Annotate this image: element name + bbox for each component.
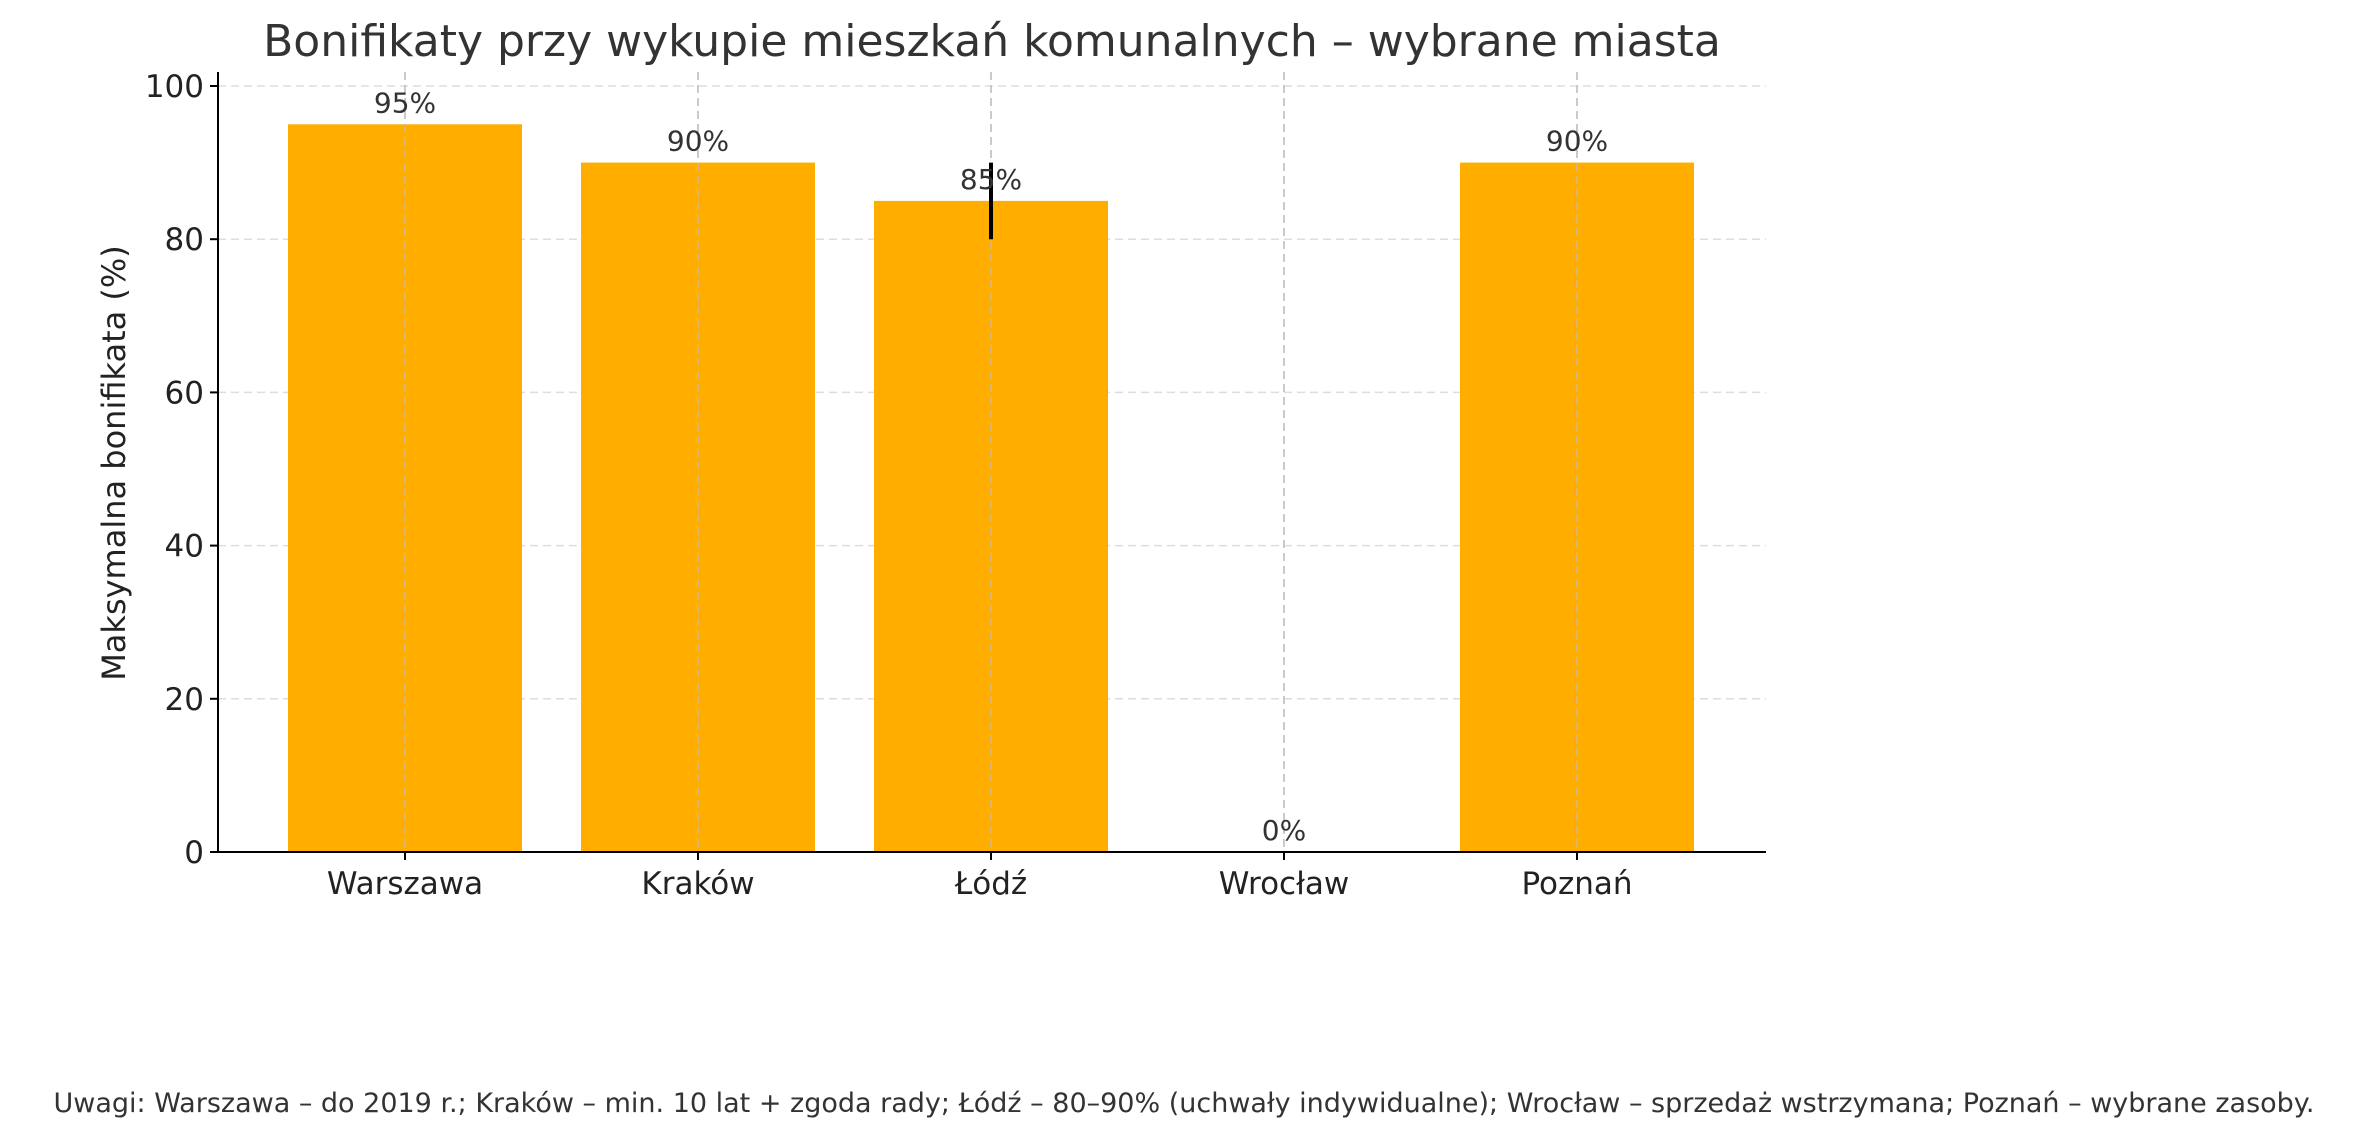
data-label: 0% <box>1262 814 1306 847</box>
y-tick-label: 80 <box>165 222 204 258</box>
x-tick-label: Łódź <box>954 866 1027 902</box>
y-tick-label: 0 <box>184 835 204 871</box>
footnote: Uwagi: Warszawa – do 2019 r.; Kraków – m… <box>54 1088 2315 1119</box>
data-label: 85% <box>960 163 1022 196</box>
chart-title: Bonifikaty przy wykupie mieszkań komunal… <box>263 16 1721 67</box>
y-tick-label: 100 <box>145 69 204 105</box>
y-tick-label: 60 <box>165 375 204 411</box>
x-tick-label: Kraków <box>641 866 754 902</box>
y-tick-label: 40 <box>165 529 204 565</box>
data-label: 90% <box>1546 125 1608 158</box>
x-tick-label: Poznań <box>1521 866 1632 902</box>
x-tick-label: Wrocław <box>1219 866 1350 902</box>
y-tick-label: 20 <box>165 682 204 718</box>
x-tick-label: Warszawa <box>327 866 483 902</box>
data-label: 95% <box>374 86 436 119</box>
data-label: 90% <box>667 125 729 158</box>
y-axis-label: Maksymalna bonifikata (%) <box>95 245 133 681</box>
